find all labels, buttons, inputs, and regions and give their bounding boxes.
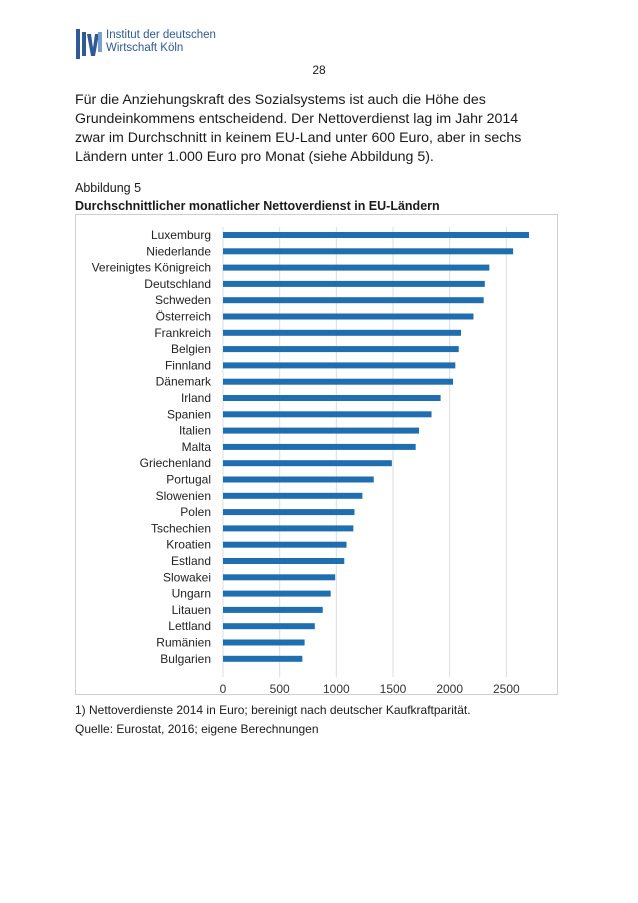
- category-label: Griechenland: [140, 456, 211, 470]
- intro-line: zwar im Durchschnitt in keinem EU-Land u…: [75, 130, 522, 146]
- category-label: Portugal: [166, 473, 211, 487]
- bar: [223, 574, 336, 581]
- category-label: Ungarn: [172, 587, 211, 601]
- category-label: Slowakei: [163, 570, 211, 584]
- bar: [223, 590, 331, 597]
- bar: [223, 427, 420, 434]
- bar: [223, 297, 484, 304]
- bar: [223, 639, 305, 646]
- logo-line-2: Wirtschaft Köln: [106, 42, 184, 54]
- institute-logo: Institut der deutschen Wirtschaft Köln: [76, 26, 216, 64]
- category-label: Belgien: [171, 342, 211, 356]
- intro-line: Grundeinkommens entscheidend. Der Nettov…: [75, 111, 519, 127]
- bar: [223, 232, 529, 238]
- figure-note: 1) Nettoverdienste 2014 in Euro; bereini…: [75, 703, 471, 717]
- category-label: Schweden: [155, 293, 211, 307]
- x-tick-label: 1500: [380, 682, 407, 696]
- bar: [223, 509, 355, 516]
- category-label: Spanien: [167, 407, 211, 421]
- category-label: Polen: [180, 505, 211, 519]
- x-tick-label: 0: [220, 682, 227, 696]
- bar: [223, 492, 363, 499]
- category-label: Frankreich: [154, 326, 211, 340]
- bar: [223, 346, 459, 353]
- category-label: Kroatien: [166, 538, 211, 552]
- bar: [223, 362, 456, 369]
- category-label: Estland: [171, 554, 211, 568]
- bar: [223, 655, 303, 662]
- bar: [223, 443, 416, 450]
- bar: [223, 525, 354, 532]
- figure-label: Abbildung 5: [75, 181, 142, 195]
- bar: [223, 264, 490, 271]
- intro-line: Ländern unter 1.000 Euro pro Monat (sieh…: [75, 149, 434, 165]
- category-label: Slowenien: [156, 489, 211, 503]
- category-label: Lettland: [168, 619, 211, 633]
- category-label: Österreich: [156, 310, 211, 324]
- iw-logo-icon: [76, 29, 102, 59]
- category-label: Italien: [179, 424, 211, 438]
- category-label: Vereinigtes Königreich: [92, 261, 211, 275]
- intro-line: Für die Anziehungskraft des Sozialsystem…: [75, 92, 486, 108]
- bar: [223, 541, 347, 548]
- category-label: Bulgarien: [160, 652, 211, 666]
- bar: [223, 606, 323, 613]
- x-tick-label: 500: [270, 682, 290, 696]
- bar: [223, 476, 374, 483]
- bar: [223, 329, 461, 336]
- category-label: Finnland: [165, 358, 211, 372]
- bar: [223, 411, 432, 418]
- category-label: Irland: [181, 391, 211, 405]
- bar: [223, 623, 315, 630]
- bar: [223, 395, 441, 401]
- page-number: 28: [312, 63, 326, 77]
- logo-line-1: Institut der deutschen: [106, 29, 216, 41]
- bar-chart-svg: 0 500 1000 1500 2000 2500 Luxemburg Niederlande…: [92, 227, 529, 696]
- category-label: Dänemark: [156, 375, 212, 389]
- category-label: Litauen: [172, 603, 211, 617]
- bar: [223, 313, 474, 320]
- x-tick-label: 2000: [436, 682, 463, 696]
- bar: [223, 460, 392, 467]
- bar: [223, 378, 454, 385]
- intro-paragraph: Für die Anziehungskraft des Sozialsystem…: [75, 91, 575, 167]
- bar: [223, 248, 514, 255]
- x-tick-label: 2500: [493, 682, 520, 696]
- category-label: Rumänien: [156, 636, 211, 650]
- figure-source: Quelle: Eurostat, 2016; eigene Berechnun…: [75, 722, 319, 736]
- bar-chart: 0 500 1000 1500 2000 2500 Luxemburg Niederlande…: [75, 214, 558, 696]
- category-label: Tschechien: [151, 521, 211, 535]
- category-label: Deutschland: [144, 277, 211, 291]
- category-label: Niederlande: [146, 244, 211, 258]
- bar: [223, 280, 485, 287]
- category-label: Malta: [182, 440, 212, 454]
- figure-title: Durchschnittlicher monatlicher Nettoverd…: [75, 199, 440, 213]
- category-label: Luxemburg: [151, 228, 211, 242]
- bar: [223, 558, 345, 564]
- x-tick-label: 1000: [323, 682, 350, 696]
